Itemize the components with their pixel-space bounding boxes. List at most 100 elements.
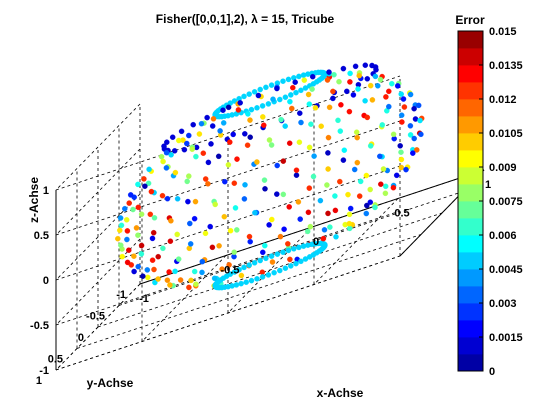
data-point [363,172,370,179]
data-point [297,216,303,222]
data-point [244,142,251,148]
data-point [198,120,205,127]
data-point [133,225,140,231]
data-point [167,238,174,244]
data-point [354,159,361,166]
data-point [266,222,272,228]
data-point [248,106,255,113]
data-point [292,79,298,85]
colorbar-tick-label: 0.0015 [489,332,523,344]
data-point [411,135,417,142]
data-point [280,78,286,84]
data-point [288,92,294,98]
data-point [398,149,404,155]
data-point [293,172,300,178]
colorbar-swatch [458,133,483,151]
data-point [306,101,313,107]
data-point [260,114,266,120]
data-point [263,84,269,91]
data-point [386,88,392,95]
data-point [415,102,422,109]
data-point [307,223,314,230]
data-point [124,259,131,266]
data-point [211,275,218,282]
data-point [372,73,379,80]
data-point [300,72,307,78]
data-point [138,251,145,257]
data-point [271,269,277,276]
data-point [118,222,125,229]
x-tick-label: -1 [139,293,149,305]
data-point [164,139,170,145]
data-point [230,131,236,138]
data-point [164,195,171,202]
data-point [176,137,182,144]
data-point [245,111,251,117]
data-point [247,134,253,140]
data-point [149,257,156,263]
colorbar-swatch [458,218,483,236]
data-point [141,176,147,182]
data-point [186,284,192,291]
colorbar-swatch [458,99,483,117]
data-point [327,224,333,230]
data-point [226,262,232,268]
data-point [144,267,151,273]
data-point [115,235,121,242]
data-point [309,73,316,80]
data-point [268,82,275,88]
data-point [278,116,284,123]
data-point [225,104,232,111]
data-point [148,188,155,195]
data-point [418,131,424,138]
data-point [255,92,262,99]
data-point [346,108,353,115]
data-point [270,96,276,102]
data-point [251,260,258,266]
data-point [262,242,268,249]
data-point [127,192,134,198]
data-point [380,166,387,172]
data-point [353,129,360,135]
data-point [325,210,331,217]
data-point [357,178,364,185]
data-point [184,178,190,185]
data-point [196,131,203,137]
colorbar-swatch [458,150,483,168]
data-point [138,242,145,249]
data-point [187,241,194,247]
data-point [216,243,222,249]
data-point [291,246,297,252]
data-point [246,91,252,97]
data-point [145,180,152,187]
colorbar-swatch [458,65,483,83]
data-point [317,197,324,204]
data-point [220,107,226,113]
data-point [189,146,195,152]
data-point [160,245,166,252]
colorbar-swatch [458,184,483,202]
colorbar-swatch [458,269,483,287]
data-point [347,70,353,77]
data-point [237,100,243,106]
data-point [149,235,156,242]
data-point [159,192,166,199]
data-point [414,147,420,153]
data-point [265,272,272,278]
data-point [410,150,416,156]
data-point [367,186,373,193]
colorbar-tick-label: 0.015 [489,26,517,38]
data-point [163,165,170,171]
data-point [147,211,154,218]
data-point [232,205,239,211]
x-tick-label: 0 [313,236,319,248]
data-point [152,279,158,286]
data-point [119,253,125,260]
data-point [172,169,179,176]
data-point [161,143,167,149]
data-point [268,142,275,148]
data-point [131,268,137,275]
data-point [151,215,158,221]
data-point [337,128,344,134]
data-point [336,78,342,85]
